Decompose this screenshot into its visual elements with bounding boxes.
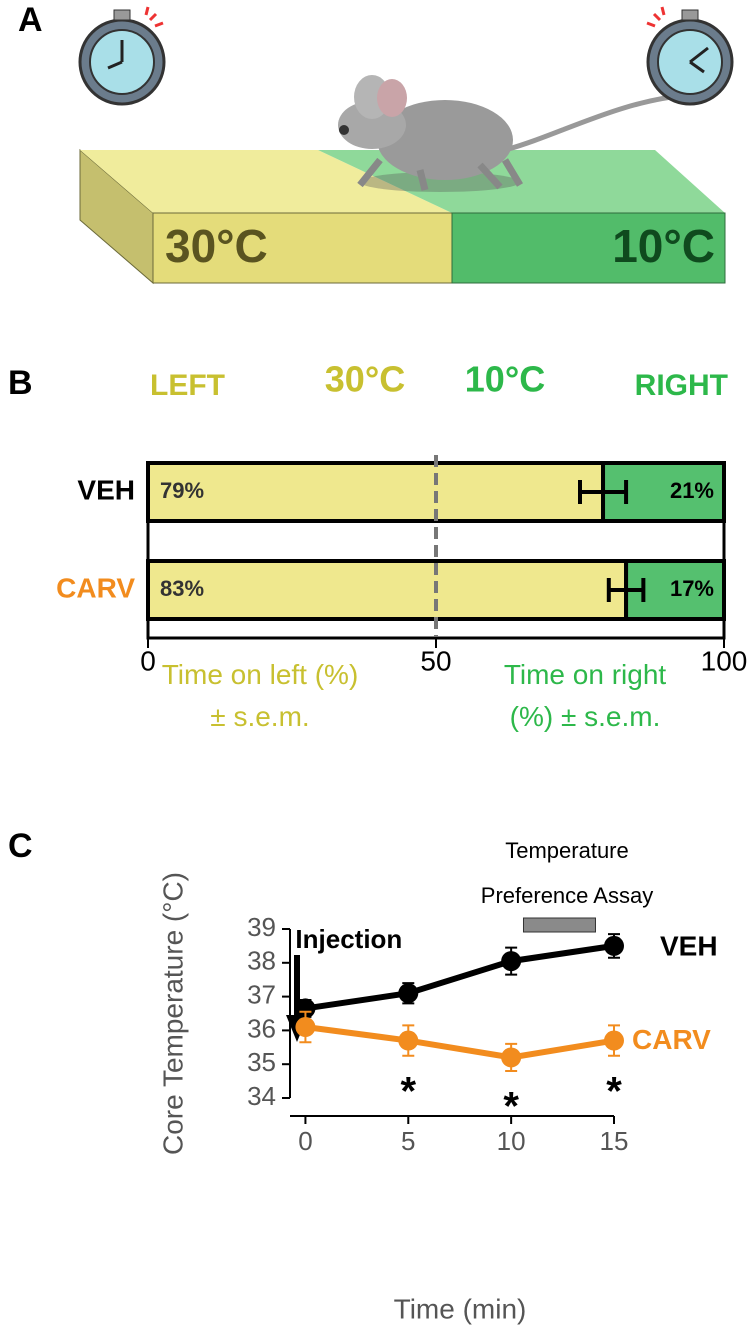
header-right: RIGHT: [635, 369, 728, 402]
header-left-temp: 30°C: [325, 359, 405, 400]
value-label: 83%: [160, 576, 204, 601]
stopwatch-left: [78, 6, 166, 106]
panel-label: B: [8, 364, 33, 402]
data-point: [398, 983, 419, 1004]
x-tick-label: 10: [497, 1126, 526, 1156]
slab-front-warm: [152, 212, 453, 284]
bar-segment: [146, 461, 606, 523]
x-tick-label: 100: [701, 645, 748, 676]
stopwatch-right: [646, 6, 734, 106]
x-tick-label: 50: [420, 645, 451, 676]
value-label: 79%: [160, 478, 204, 503]
data-point: [501, 951, 522, 972]
header-right-temp: 10°C: [465, 359, 545, 400]
y-axis-label: Core Temperature (°C): [157, 872, 188, 1155]
panel-label: C: [8, 827, 33, 865]
data-point: [295, 1017, 316, 1038]
bar-segment: [146, 559, 629, 621]
cold-label: 10°C: [612, 220, 715, 272]
value-label: 17%: [670, 576, 714, 601]
series-label: CARV: [632, 1024, 711, 1055]
y-tick-label: 34: [247, 1081, 276, 1111]
error-bar: [578, 480, 629, 504]
assay-label: Preference Assay: [481, 883, 653, 908]
x-axis-label: Time (min): [394, 1293, 527, 1324]
series-line: [305, 1024, 615, 1061]
header-left: LEFT: [150, 369, 225, 402]
y-tick-label: 38: [247, 946, 276, 976]
significance-mark: *: [400, 1069, 416, 1113]
y-tick-label: 35: [247, 1047, 276, 1077]
significance-mark: *: [503, 1085, 519, 1129]
x-tick-label: 0: [140, 645, 156, 676]
assay-bar: [522, 917, 596, 933]
data-point: [604, 1030, 624, 1051]
x-tick-label: 0: [298, 1126, 312, 1156]
data-point: [501, 1047, 522, 1068]
series-label: VEH: [660, 930, 718, 961]
warm-label: 30°C: [165, 220, 268, 272]
series-line: [304, 942, 615, 1012]
value-label: 21%: [670, 478, 714, 503]
y-tick-label: 36: [247, 1013, 276, 1043]
slab-front-cold: [451, 212, 726, 284]
slab-top-warm: [80, 150, 452, 213]
injection-label: Injection: [295, 924, 402, 954]
data-point: [604, 935, 624, 956]
error-bar: [606, 578, 646, 602]
category-label: CARV: [56, 572, 135, 603]
data-point: [398, 1030, 419, 1051]
x-tick-label: 5: [401, 1126, 415, 1156]
series-label: Time on left (%) ± s.e.m.: [161, 659, 359, 732]
significance-mark: *: [606, 1069, 622, 1113]
y-tick-label: 39: [247, 912, 276, 942]
x-tick-label: 15: [600, 1126, 629, 1156]
panel-label: A: [18, 1, 43, 39]
y-tick-label: 37: [247, 979, 276, 1009]
data-point: [295, 998, 316, 1019]
mouse: [338, 75, 691, 192]
series-label: Time on right (%) ± s.e.m.: [503, 659, 667, 732]
assay-label: Temperature: [505, 838, 629, 863]
category-label: VEH: [77, 474, 135, 505]
